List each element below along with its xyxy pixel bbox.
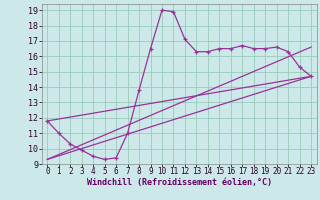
X-axis label: Windchill (Refroidissement éolien,°C): Windchill (Refroidissement éolien,°C) bbox=[87, 178, 272, 187]
